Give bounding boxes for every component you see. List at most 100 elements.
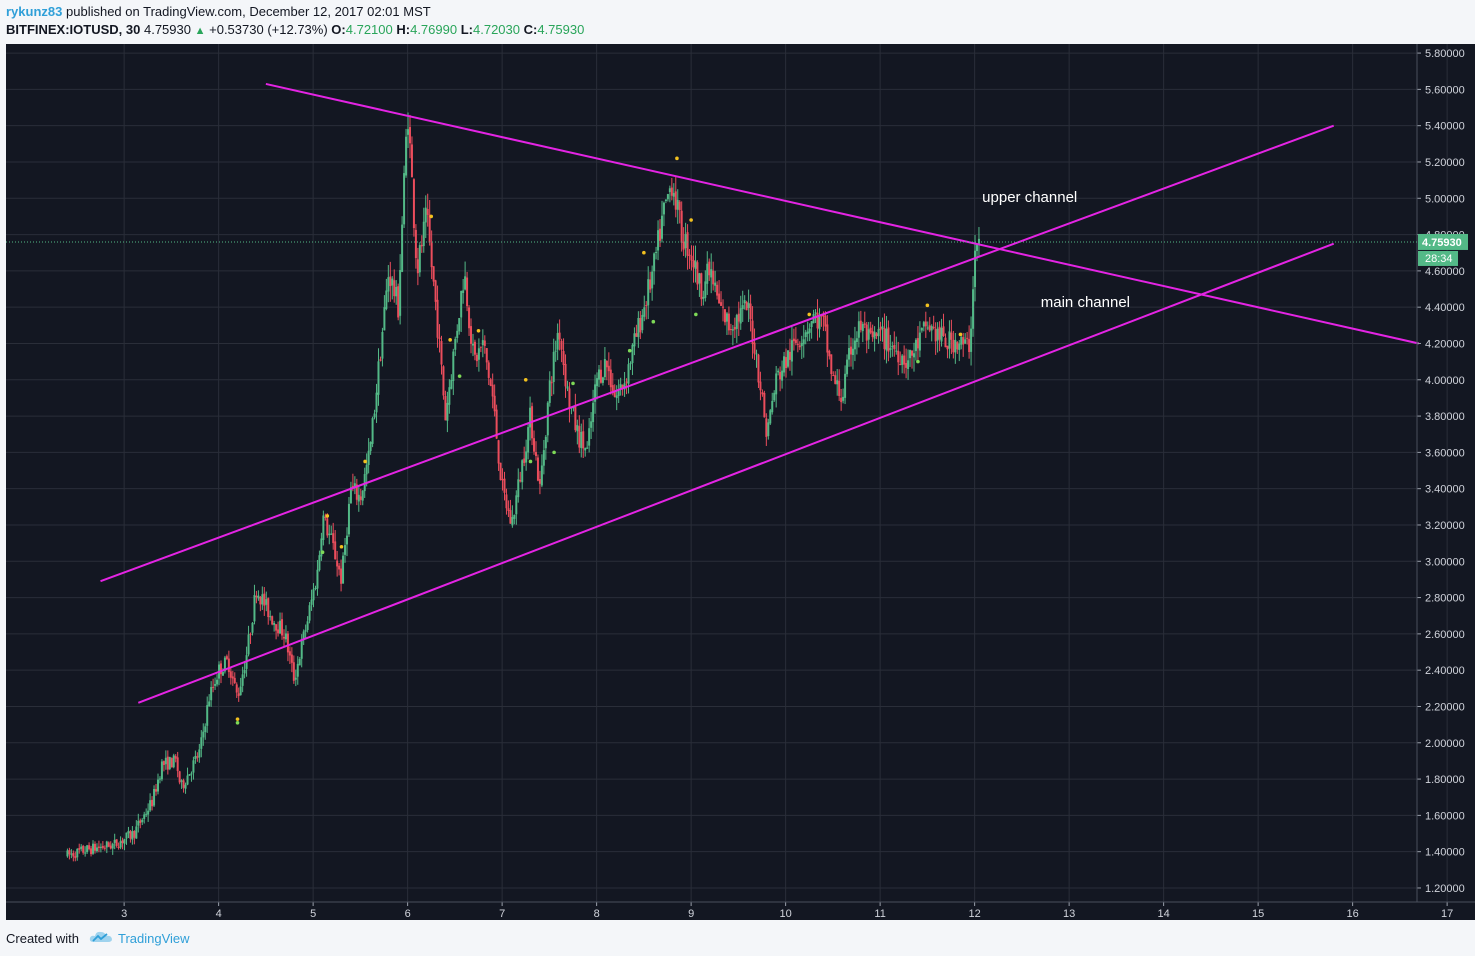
candle-body (288, 651, 291, 656)
candle-body (621, 384, 624, 389)
candle-body (141, 819, 144, 823)
candle-body (190, 773, 193, 775)
candle-body (802, 339, 805, 345)
candle-body (192, 760, 195, 773)
candle-body (349, 487, 352, 504)
candle-body (932, 326, 935, 329)
candle-body (871, 331, 874, 338)
candle-body (271, 616, 274, 625)
candle-body (495, 409, 498, 439)
price-axis[interactable]: 1.20000 1.40000 1.60000 1.80000 2.00000 2.200… (1416, 44, 1465, 902)
candle-body (139, 820, 142, 823)
trendline-main-channel-lower (137, 242, 1335, 704)
author-link[interactable]: rykunz83 (6, 4, 63, 19)
candle-body (269, 616, 272, 618)
candle-body (759, 381, 762, 391)
candle-body (391, 278, 394, 286)
candle-body (115, 839, 118, 846)
candle-body (613, 391, 616, 397)
price-tick-label: 2.80000 (1425, 593, 1465, 605)
symbol-label: BITFINEX:IOTUSD, 30 (6, 22, 141, 37)
candle-body (314, 587, 317, 590)
chart-container[interactable]: upper channel main channel 1.20000 1.40000… (6, 44, 1475, 920)
candle-body (109, 845, 112, 849)
price-axis-background[interactable] (1417, 44, 1475, 902)
candle-body (505, 494, 508, 509)
candle-body (308, 605, 311, 621)
last-price: 4.75930 (143, 22, 191, 37)
candle-body (481, 340, 484, 345)
candle-body (918, 332, 921, 351)
price-chart[interactable]: upper channel main channel 1.20000 1.40000… (6, 44, 1475, 920)
candle-body (596, 378, 599, 387)
candle-body (964, 339, 967, 344)
tradingview-cloud-icon[interactable] (88, 929, 114, 948)
candle-body (80, 846, 83, 849)
price-change: +0.53730 (+12.73%) (209, 22, 328, 37)
candle-body (582, 431, 585, 449)
candle-body (273, 622, 276, 625)
candle-body (855, 338, 858, 343)
candle-body (548, 380, 551, 403)
candle-body (879, 327, 882, 331)
candle-body (312, 589, 315, 601)
time-tick-label: 4 (216, 908, 222, 920)
candle-body (373, 413, 376, 418)
candle-body (544, 436, 547, 449)
open-value: 4.72100 (345, 22, 393, 37)
candle-body (525, 451, 528, 463)
marker-green (571, 381, 575, 386)
trendline-main-channel-upper (100, 124, 1335, 583)
candle-body (605, 360, 608, 368)
candle-body (568, 388, 571, 409)
candle-body (440, 341, 443, 365)
candle-body (221, 672, 224, 676)
candle-body (727, 313, 730, 331)
candle-body (493, 395, 496, 412)
candle-body (771, 400, 774, 413)
candle-body (857, 321, 860, 338)
candle-body (216, 679, 219, 685)
last-price-marker: 4.75930 28:34 (6, 233, 1468, 266)
candle-body (351, 485, 354, 488)
candle-body (464, 276, 467, 290)
candle-body (597, 369, 600, 380)
candle-body (775, 373, 778, 395)
candle-body (424, 207, 427, 223)
candle-body (513, 514, 516, 519)
candle-body (477, 348, 480, 360)
candle-body (107, 842, 110, 847)
tradingview-link[interactable]: TradingView (118, 931, 190, 946)
trendline-descending-resistance (265, 82, 1419, 345)
candle-body (137, 820, 140, 826)
candle-body (712, 270, 715, 285)
candle-body (836, 380, 839, 385)
candle-body (723, 309, 726, 323)
time-axis-background[interactable] (6, 902, 1475, 920)
candle-body (298, 659, 301, 666)
candle-body (503, 478, 506, 493)
candle-body (235, 684, 238, 693)
candle-body (905, 363, 908, 368)
candle-body (722, 306, 725, 308)
published-text: published on TradingView.com, December 1… (66, 4, 431, 19)
candle-body (255, 596, 258, 598)
candle-body (706, 263, 709, 284)
candle-body (783, 356, 786, 373)
candle-body (948, 331, 951, 349)
time-axis[interactable]: 3 4 5 6 7 8 9 10 11 12 13 14 15 16 17 (6, 901, 1475, 920)
candle-body (590, 421, 593, 428)
candle-body (578, 426, 581, 448)
candle-body (407, 129, 410, 135)
candle-body (328, 533, 331, 536)
trendlines[interactable] (100, 82, 1419, 704)
candle-body (615, 395, 618, 399)
high-value: 4.76990 (410, 22, 458, 37)
candle-body (529, 407, 532, 428)
candle-body (911, 350, 914, 356)
marker-green (457, 374, 462, 378)
candle-body (745, 301, 748, 311)
candle-body (172, 755, 175, 768)
candle-body (170, 758, 173, 768)
time-tick-label: 15 (1252, 908, 1264, 920)
